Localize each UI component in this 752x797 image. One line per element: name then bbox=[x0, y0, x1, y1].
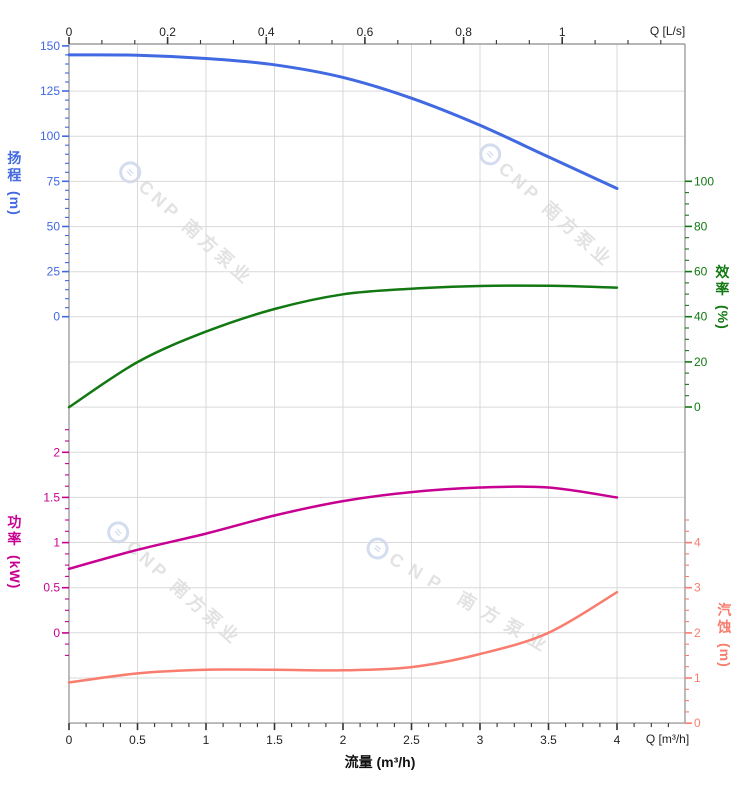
head-title-char: 扬 bbox=[7, 150, 22, 166]
efficiency-tick-label: 0 bbox=[694, 400, 701, 414]
npsh-tick-label: 1 bbox=[694, 671, 701, 685]
efficiency-tick-label: 40 bbox=[694, 310, 708, 324]
head-axis-title: 扬程 (m) bbox=[6, 150, 23, 215]
power-tick-label: 0 bbox=[53, 626, 60, 640]
power-tick-label: 1.5 bbox=[43, 490, 60, 504]
efficiency-tick-label: 20 bbox=[694, 355, 708, 369]
bottom-axis-tick-label: 3.5 bbox=[540, 733, 557, 747]
efficiency-title-char: 效 bbox=[715, 264, 730, 280]
head-tick-label: 150 bbox=[40, 39, 60, 53]
power-title-char: 功 bbox=[7, 514, 22, 530]
efficiency-tick-label: 100 bbox=[694, 174, 714, 188]
head-tick-label: 75 bbox=[47, 174, 61, 188]
bottom-axis-tick-label: 0 bbox=[66, 733, 73, 747]
bottom-axis-tick-label: 3 bbox=[477, 733, 484, 747]
bottom-axis-unit-label: Q [m³/h] bbox=[645, 732, 690, 746]
power-title-char: 率 bbox=[7, 530, 22, 547]
efficiency-title-unit: (%) bbox=[714, 304, 731, 330]
head-tick-label: 50 bbox=[47, 219, 61, 233]
npsh-axis-title: 汽蚀 (m) bbox=[716, 602, 733, 667]
npsh-curve bbox=[67, 590, 619, 684]
head-tick-label: 125 bbox=[40, 84, 60, 98]
npsh-tick-label: 3 bbox=[694, 581, 701, 595]
efficiency-title-char: 率 bbox=[715, 280, 730, 297]
npsh-title-char: 汽 bbox=[717, 602, 732, 618]
bottom-axis-tick-label: 2 bbox=[340, 733, 347, 747]
efficiency-curve bbox=[67, 284, 619, 409]
power-tick-label: 2 bbox=[53, 445, 60, 459]
efficiency-axis-title: 效率 (%) bbox=[714, 264, 731, 329]
npsh-tick-label: 4 bbox=[694, 536, 701, 550]
head-title-char: 程 bbox=[7, 166, 22, 183]
head-tick-label: 100 bbox=[40, 129, 60, 143]
top-axis-tick-label: 0.2 bbox=[159, 25, 176, 39]
top-axis-tick-label: 1 bbox=[559, 25, 566, 39]
power-curve bbox=[67, 485, 619, 571]
top-axis-tick-label: 0.6 bbox=[357, 25, 374, 39]
bottom-axis-tick-label: 2.5 bbox=[403, 733, 420, 747]
efficiency-tick-label: 80 bbox=[694, 219, 708, 233]
power-tick-label: 1 bbox=[53, 536, 60, 550]
head-curve bbox=[67, 53, 619, 190]
top-axis-tick-label: 0.4 bbox=[258, 25, 275, 39]
top-axis-tick-label: 0.8 bbox=[455, 25, 472, 39]
head-tick-label: 25 bbox=[47, 265, 61, 279]
bottom-axis-tick-label: 4 bbox=[614, 733, 621, 747]
npsh-title-char: 蚀 bbox=[717, 618, 732, 635]
power-axis-title: 功率 (kW) bbox=[6, 514, 23, 589]
npsh-tick-label: 2 bbox=[694, 626, 701, 640]
power-title-unit: (kW) bbox=[6, 554, 23, 589]
head-tick-label: 0 bbox=[53, 310, 60, 324]
efficiency-tick-label: 60 bbox=[694, 265, 708, 279]
npsh-tick-label: 0 bbox=[694, 716, 701, 730]
x-axis-title: 流量 (m³/h) bbox=[344, 754, 416, 770]
power-tick-label: 0.5 bbox=[43, 581, 60, 595]
bottom-axis-tick-label: 1.5 bbox=[266, 733, 283, 747]
npsh-title-unit: (m) bbox=[716, 642, 733, 668]
bottom-axis-tick-label: 0.5 bbox=[129, 733, 146, 747]
top-axis-tick-label: 0 bbox=[66, 25, 73, 39]
head-title-unit: (m) bbox=[6, 190, 23, 216]
bottom-axis-tick-label: 1 bbox=[203, 733, 210, 747]
top-axis-unit-label: Q [L/s] bbox=[649, 24, 686, 38]
